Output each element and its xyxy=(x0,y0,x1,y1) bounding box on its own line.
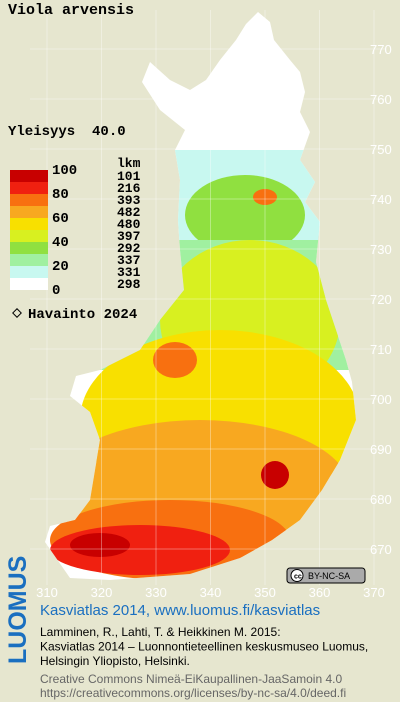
observation-symbol xyxy=(12,308,22,318)
svg-text:cc: cc xyxy=(294,574,302,581)
count: 337 xyxy=(117,253,140,268)
legend-swatch xyxy=(10,206,48,218)
license-badge-text: BY-NC-SA xyxy=(308,571,350,581)
legend-swatch xyxy=(10,242,48,254)
x-tick-label: 330 xyxy=(145,585,167,600)
x-tick-label: 320 xyxy=(91,585,113,600)
observation-label: Havainto 2024 xyxy=(28,307,137,323)
license-line: Creative Commons Nimeä-EiKaupallinen-Jaa… xyxy=(40,672,342,686)
count: 298 xyxy=(117,277,141,292)
footer-title[interactable]: Kasviatlas 2014, www.luomus.fi/kasviatla… xyxy=(40,602,320,619)
citation-line: Kasviatlas 2014 – Luonnontieteellinen ke… xyxy=(40,640,368,654)
y-tick-label: 710 xyxy=(370,342,392,357)
y-tick-label: 740 xyxy=(370,192,392,207)
citation-line: Lamminen, R., Lahti, T. & Heikkinen M. 2… xyxy=(40,625,281,639)
count-header: lkm xyxy=(117,156,141,171)
count: 101 xyxy=(117,169,141,184)
region-hotspot xyxy=(261,461,289,489)
citation-line: Helsingin Yliopisto, Helsinki. xyxy=(40,654,190,668)
y-tick-label: 680 xyxy=(370,492,392,507)
count: 482 xyxy=(117,205,141,220)
scale-label: 100 xyxy=(52,163,77,179)
scale-label: 0 xyxy=(52,283,60,299)
legend-swatch xyxy=(10,254,48,266)
coordinate-grid: 310 320 330 340 350 360 370 770 760 750 740 730 720 7… xyxy=(30,10,392,600)
y-tick-label: 670 xyxy=(370,542,392,557)
count: 292 xyxy=(117,241,141,256)
y-tick-label: 700 xyxy=(370,392,392,407)
count: 480 xyxy=(117,217,141,232)
species-name: Viola arvensis xyxy=(8,2,134,19)
x-tick-label: 360 xyxy=(309,585,331,600)
scale-label: 40 xyxy=(52,235,69,251)
count: 216 xyxy=(117,181,141,196)
scale-label: 20 xyxy=(52,259,69,275)
license-line: https://creativecommons.org/licenses/by-… xyxy=(40,686,346,700)
brand: LUOMUS xyxy=(4,556,32,664)
count: 331 xyxy=(117,265,141,280)
legend-swatch xyxy=(10,230,48,242)
legend-swatch xyxy=(10,170,48,182)
count: 393 xyxy=(117,193,141,208)
x-tick-label: 350 xyxy=(254,585,276,600)
y-tick-label: 720 xyxy=(370,292,392,307)
scale-label: 80 xyxy=(52,187,69,203)
count: 397 xyxy=(117,229,140,244)
y-tick-label: 760 xyxy=(370,92,392,107)
x-tick-label: 340 xyxy=(200,585,222,600)
license-badge: cc BY-NC-SA xyxy=(286,567,366,584)
region-hotspot xyxy=(153,342,197,378)
license: Creative Commons Nimeä-EiKaupallinen-Jaa… xyxy=(40,672,346,700)
y-tick-label: 730 xyxy=(370,242,392,257)
legend-swatch xyxy=(10,194,48,206)
x-tick-label: 310 xyxy=(36,585,58,600)
x-tick-label: 370 xyxy=(363,585,385,600)
scale-label: 60 xyxy=(52,211,69,227)
region-hotspot xyxy=(253,189,277,205)
legend-swatch xyxy=(10,278,48,290)
legend-swatch xyxy=(10,182,48,194)
legend-swatch xyxy=(10,266,48,278)
y-tick-label: 690 xyxy=(370,442,392,457)
region-hotspot xyxy=(70,533,130,557)
y-tick-label: 750 xyxy=(370,142,392,157)
y-tick-label: 770 xyxy=(370,42,392,57)
legend-swatch xyxy=(10,218,48,230)
citation: Lamminen, R., Lahti, T. & Heikkinen M. 2… xyxy=(40,625,368,668)
frequency: Yleisyys 40.0 xyxy=(8,124,126,140)
legend: 100 80 60 40 20 0 1012163934824803972923373312… xyxy=(10,163,141,299)
